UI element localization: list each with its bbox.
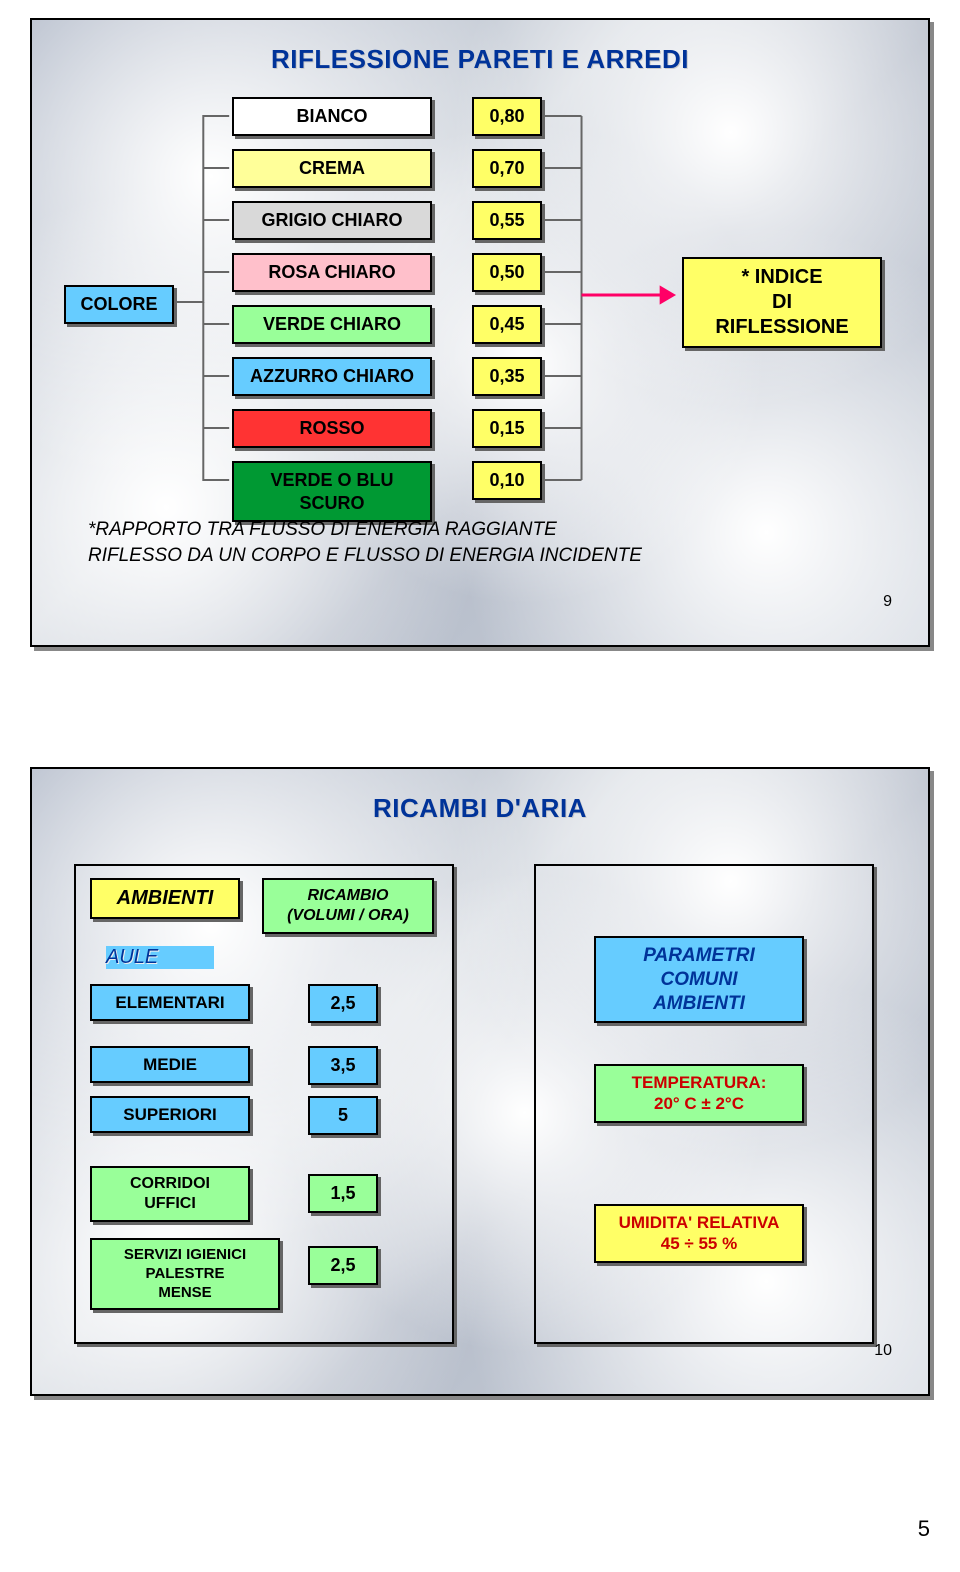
- box-temperatura: TEMPERATURA: 20° C ± 2°C: [594, 1064, 804, 1123]
- slide2-body: AMBIENTI RICAMBIO (VOLUMI / ORA) AULE EL…: [54, 846, 906, 1366]
- value-010: 0,10: [472, 461, 542, 500]
- value-070: 0,70: [472, 149, 542, 188]
- color-crema: CREMA: [232, 149, 432, 188]
- slide1-body: COLORE BIANCO CREMA GRIGIO CHIARO ROSA C…: [54, 97, 906, 617]
- row-servizi: SERVIZI IGIENICI PALESTRE MENSE: [90, 1238, 280, 1310]
- color-verde-blu-scuro: VERDE O BLU SCURO: [232, 461, 432, 522]
- slide1-title: RIFLESSIONE PARETI E ARREDI: [54, 44, 906, 75]
- slide2-number: 10: [874, 1342, 892, 1360]
- value-045: 0,45: [472, 305, 542, 344]
- slide1-number: 9: [883, 593, 892, 611]
- label-aule: AULE: [106, 946, 214, 969]
- val-elementari: 2,5: [308, 984, 378, 1023]
- slide-riflessione: RIFLESSIONE PARETI E ARREDI: [30, 18, 930, 647]
- val-corridoi: 1,5: [308, 1174, 378, 1213]
- color-azzurro: AZZURRO CHIARO: [232, 357, 432, 396]
- label-ricambio: RICAMBIO (VOLUMI / ORA): [262, 878, 434, 934]
- slide2-title: RICAMBI D'ARIA: [54, 793, 906, 824]
- row-corridoi: CORRIDOI UFFICI: [90, 1166, 250, 1222]
- value-050: 0,50: [472, 253, 542, 292]
- label-colore: COLORE: [64, 285, 174, 324]
- color-grigio: GRIGIO CHIARO: [232, 201, 432, 240]
- label-ambienti: AMBIENTI: [90, 878, 240, 919]
- value-015: 0,15: [472, 409, 542, 448]
- color-bianco: BIANCO: [232, 97, 432, 136]
- row-elementari: ELEMENTARI: [90, 984, 250, 1021]
- val-medie: 3,5: [308, 1046, 378, 1085]
- color-rosso: ROSSO: [232, 409, 432, 448]
- row-superiori: SUPERIORI: [90, 1096, 250, 1133]
- val-superiori: 5: [308, 1096, 378, 1135]
- value-035: 0,35: [472, 357, 542, 396]
- row-medie: MEDIE: [90, 1046, 250, 1083]
- color-verde-chiaro: VERDE CHIARO: [232, 305, 432, 344]
- box-umidita: UMIDITA' RELATIVA 45 ÷ 55 %: [594, 1204, 804, 1263]
- val-servizi: 2,5: [308, 1246, 378, 1285]
- footnote-rapporto: *RAPPORTO TRA FLUSSO DI ENERGIA RAGGIANT…: [88, 517, 896, 568]
- color-rosa: ROSA CHIARO: [232, 253, 432, 292]
- document-page-number: 5: [30, 1516, 930, 1542]
- value-080: 0,80: [472, 97, 542, 136]
- slide-ricambi: RICAMBI D'ARIA AMBIENTI RICAMBIO (VOLUMI…: [30, 767, 930, 1396]
- label-parametri-comuni: PARAMETRI COMUNI AMBIENTI: [594, 936, 804, 1023]
- value-055: 0,55: [472, 201, 542, 240]
- indice-riflessione-box: * INDICE DI RIFLESSIONE: [682, 257, 882, 348]
